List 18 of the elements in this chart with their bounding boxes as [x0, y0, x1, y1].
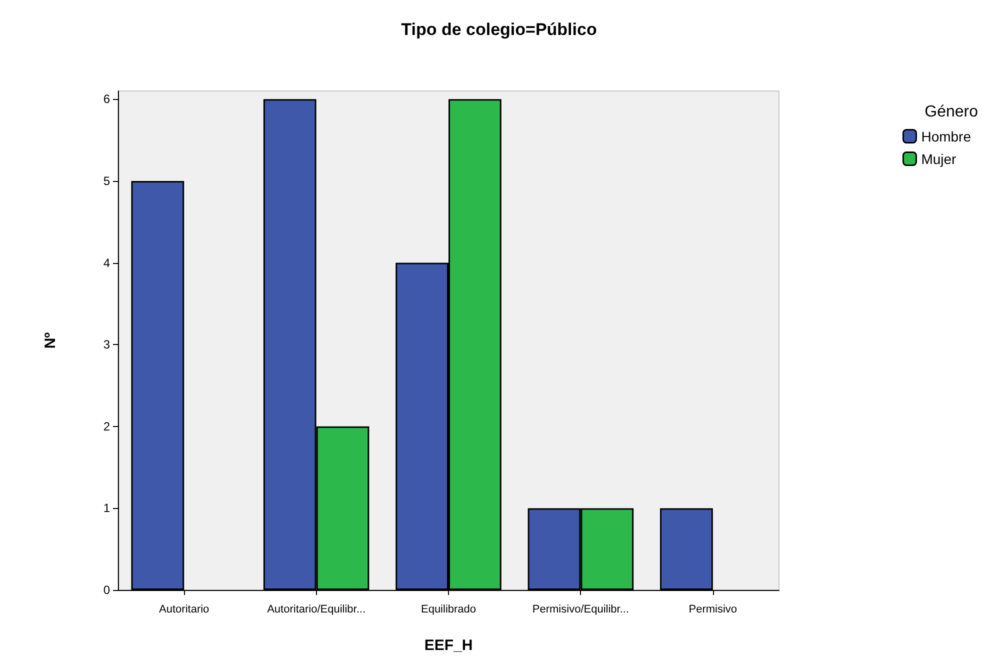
y-tick-label: 0: [103, 583, 110, 597]
y-tick-label: 6: [103, 92, 110, 106]
y-tick-label: 2: [103, 419, 110, 434]
y-tick-label: 5: [103, 174, 110, 188]
y-tick-label: 3: [103, 338, 110, 352]
x-tick-label: Equilibrado: [420, 604, 476, 616]
y-tick-label: 4: [103, 256, 110, 270]
x-axis-title: EEF_H: [424, 637, 473, 654]
x-tick-label: Permisivo/Equilibr...: [532, 604, 629, 616]
y-tick-label: 1: [103, 501, 110, 516]
legend-label: Hombre: [921, 128, 972, 144]
legend-label: Mujer: [921, 150, 957, 167]
y-axis-title: Nº: [42, 332, 59, 349]
x-tick-label: Permisivo: [688, 604, 738, 616]
legend-title: Género: [924, 104, 978, 120]
chart-title: Tipo de colegio=Público: [401, 20, 597, 39]
x-tick-label: Autoritario: [159, 604, 210, 616]
x-tick-label: Autoritario/Equilibr...: [267, 604, 366, 616]
